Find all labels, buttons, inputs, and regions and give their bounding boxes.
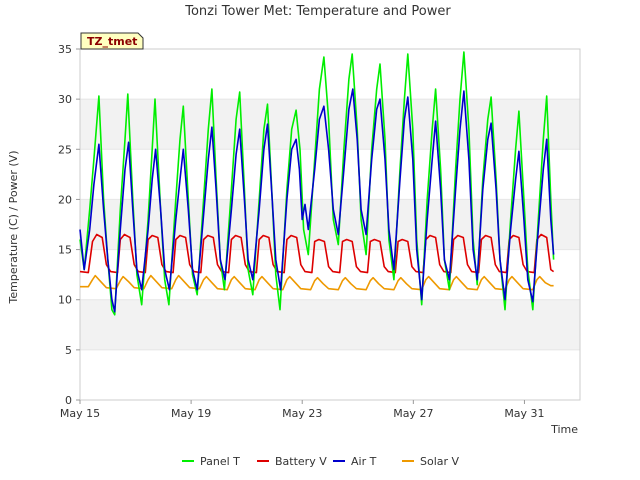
x-tick-label: May 19 <box>171 407 211 420</box>
x-tick-label: May 15 <box>60 407 100 420</box>
legend-label: Battery V <box>275 455 327 468</box>
legend-label: Solar V <box>420 455 460 468</box>
y-tick-label: 25 <box>58 143 72 156</box>
tag-label: TZ_tmet <box>87 35 137 48</box>
y-axis-label: Temperature (C) / Power (V) <box>7 150 20 304</box>
x-tick-label: May 23 <box>282 407 322 420</box>
y-axis-ticks: 0 5 10 15 20 25 30 35 <box>58 43 80 407</box>
x-axis-ticks: May 15 May 19 May 23 May 27 May 31 <box>60 400 545 420</box>
y-tick-label: 35 <box>58 43 72 56</box>
legend-item: Panel T <box>182 455 240 468</box>
y-tick-label: 30 <box>58 93 72 106</box>
series-line-solar-v <box>80 274 554 291</box>
legend-item: Air T <box>333 455 377 468</box>
grid-band <box>80 299 580 350</box>
legend-label: Air T <box>351 455 377 468</box>
x-tick-label: May 31 <box>504 407 544 420</box>
y-tick-label: 0 <box>65 394 72 407</box>
chart-title: Tonzi Tower Met: Temperature and Power <box>184 4 451 19</box>
legend-item: Solar V <box>402 455 460 468</box>
y-tick-label: 15 <box>58 244 72 257</box>
legend-item: Battery V <box>257 455 327 468</box>
legend-label: Panel T <box>200 455 240 468</box>
series-layer <box>79 51 555 316</box>
tag-box-background <box>80 32 144 50</box>
x-axis-label: Time <box>550 423 578 436</box>
x-tick-label: May 27 <box>393 407 433 420</box>
plot-frame <box>79 48 581 401</box>
y-tick-label: 5 <box>65 344 72 357</box>
y-tick-label: 20 <box>58 193 72 206</box>
tag-box: TZ_tmet <box>80 32 144 50</box>
series-line-air-t <box>79 88 555 313</box>
grid-band <box>80 199 580 250</box>
y-tick-label: 10 <box>58 294 72 307</box>
legend: Panel T Battery V Air T Solar V <box>182 455 460 468</box>
